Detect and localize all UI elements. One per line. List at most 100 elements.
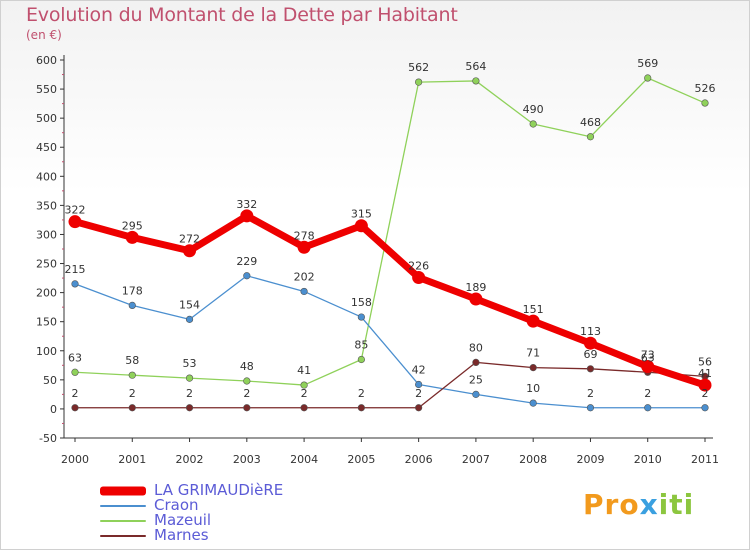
data-point (68, 215, 82, 229)
x-tick-label: 2002 (176, 453, 204, 466)
data-label: 151 (523, 303, 544, 316)
legend-item-la-grimaudiere: LA GRIMAUDièRE (100, 483, 283, 498)
data-point (698, 378, 712, 392)
data-point (185, 315, 194, 323)
data-label: 2 (702, 387, 709, 400)
y-tick-label: 300 (36, 228, 57, 241)
data-label: 58 (125, 354, 139, 367)
data-label: 202 (294, 270, 315, 283)
legend-label: LA GRIMAUDièRE (154, 481, 284, 499)
data-label: 2 (72, 387, 79, 400)
data-label: 41 (297, 364, 311, 377)
data-label: 189 (465, 281, 486, 294)
y-tick-label: 100 (36, 345, 57, 358)
data-label: 80 (469, 341, 483, 354)
data-point (641, 359, 655, 373)
data-point (529, 399, 537, 407)
data-point (644, 74, 652, 82)
x-tick-label: 2005 (347, 453, 375, 466)
legend-item-craon: Craon (100, 498, 283, 513)
data-label: 315 (351, 208, 372, 221)
data-label: 2 (129, 387, 136, 400)
series-line (74, 275, 706, 409)
data-point (586, 404, 595, 412)
logo-letter: t (669, 488, 684, 521)
data-label: 63 (68, 351, 82, 364)
data-label: 10 (526, 382, 540, 395)
data-point (701, 404, 709, 412)
data-label: 63 (641, 351, 655, 364)
data-label: 322 (65, 204, 86, 217)
data-point (586, 365, 595, 373)
data-label: 272 (179, 233, 200, 246)
data-point (128, 404, 136, 412)
data-label: 2 (243, 387, 250, 400)
data-point (472, 77, 480, 85)
data-point (472, 390, 480, 398)
y-tick-label: 600 (36, 54, 57, 67)
data-point (300, 404, 308, 412)
legend-swatch (100, 534, 146, 537)
data-point (415, 78, 423, 86)
data-point (415, 380, 423, 389)
legend-label: Mazeuil (154, 511, 212, 529)
legend-label: Marnes (154, 526, 209, 544)
data-point (185, 404, 194, 412)
data-point (300, 287, 308, 296)
logo-letter: P (583, 488, 605, 521)
data-label: 85 (354, 338, 368, 351)
series-line (74, 77, 706, 386)
data-label: 42 (412, 363, 426, 376)
data-point (469, 292, 483, 306)
data-label: 215 (65, 263, 86, 276)
legend-item-marnes: Marnes (100, 528, 283, 543)
data-label: 332 (236, 198, 257, 211)
data-label: 526 (695, 82, 716, 95)
data-label: 158 (351, 296, 372, 309)
data-label: 490 (523, 103, 544, 116)
x-tick-label: 2004 (290, 453, 318, 466)
x-tick-label: 2010 (634, 453, 662, 466)
data-point (529, 120, 537, 128)
logo-letter: r (604, 488, 620, 521)
series-line (71, 212, 709, 389)
logo-letter: i (683, 488, 695, 521)
data-label: 569 (637, 57, 658, 70)
data-label: 53 (183, 357, 197, 370)
data-point (243, 377, 251, 385)
y-tick-label: 550 (36, 83, 57, 96)
x-tick-label: 2008 (519, 453, 547, 466)
x-tick-label: 2009 (576, 453, 604, 466)
y-tick-label: 500 (36, 112, 57, 125)
data-point (243, 272, 251, 280)
data-label: 56 (698, 355, 712, 368)
data-label: 41 (698, 367, 712, 380)
data-label: 2 (415, 387, 422, 400)
data-label: 2 (644, 387, 651, 400)
x-tick-label: 2011 (691, 453, 719, 466)
data-point (71, 368, 79, 376)
chart-subtitle: (en €) (26, 28, 62, 42)
legend-label: Craon (154, 496, 199, 514)
data-point (354, 219, 368, 233)
proxiti-logo: Proxiti (583, 488, 694, 521)
data-point (644, 404, 652, 412)
data-point (412, 270, 426, 284)
data-label: 562 (408, 61, 429, 74)
data-point (357, 313, 365, 321)
logo-letter: o (619, 488, 640, 521)
data-label: 226 (408, 259, 429, 272)
y-tick-label: 250 (36, 258, 57, 271)
data-point (300, 381, 308, 389)
data-point (240, 209, 254, 223)
data-label: 2 (301, 387, 308, 400)
y-tick-label: 50 (43, 374, 57, 387)
data-point (583, 336, 597, 350)
legend-swatch (100, 519, 146, 522)
series-line (74, 361, 706, 409)
data-label: 468 (580, 116, 601, 129)
legend-swatch (100, 486, 146, 495)
data-label: 564 (465, 60, 486, 73)
